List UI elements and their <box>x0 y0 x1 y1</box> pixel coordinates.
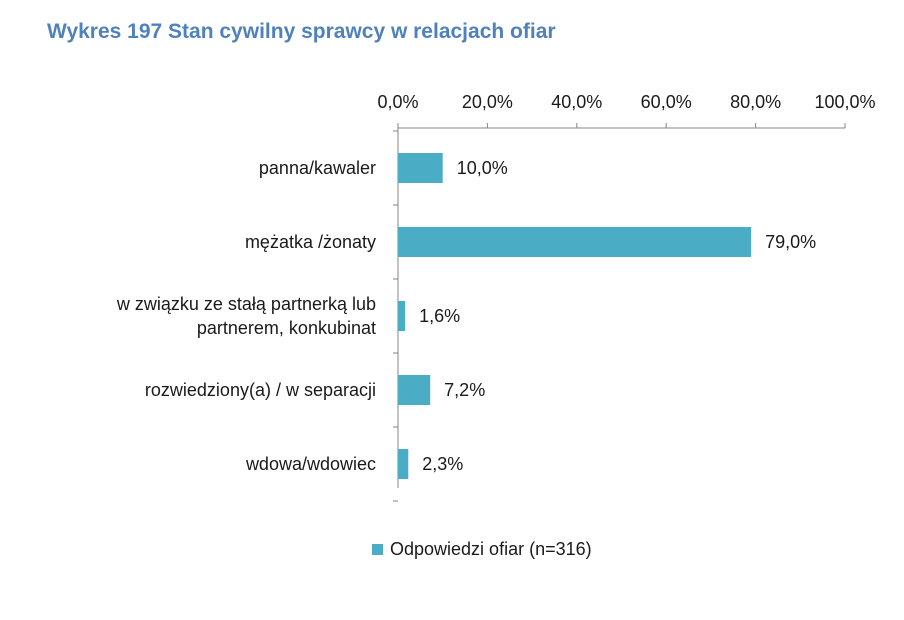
data-label: 1,6% <box>419 306 460 326</box>
category-label: w związku ze stałą partnerką lub <box>116 294 376 314</box>
data-label: 7,2% <box>444 380 485 400</box>
data-label: 2,3% <box>422 454 463 474</box>
category-label: panna/kawaler <box>259 158 376 178</box>
x-tick-label: 80,0% <box>730 92 781 112</box>
category-label: partnerem, konkubinat <box>197 318 376 338</box>
bar <box>398 449 409 479</box>
category-label: wdowa/wdowiec <box>245 454 376 474</box>
data-label: 79,0% <box>765 232 816 252</box>
legend: Odpowiedzi ofiar (n=316) <box>372 539 592 560</box>
legend-swatch <box>372 544 383 555</box>
chart-title: Wykres 197 Stan cywilny sprawcy w relacj… <box>47 20 556 43</box>
bar <box>398 301 406 331</box>
x-tick-label: 60,0% <box>641 92 692 112</box>
legend-label: Odpowiedzi ofiar (n=316) <box>390 539 592 559</box>
x-tick-label: 0,0% <box>377 92 418 112</box>
x-tick-label: 100,0% <box>814 92 875 112</box>
x-tick-label: 20,0% <box>462 92 513 112</box>
x-tick-label: 40,0% <box>551 92 602 112</box>
category-label: rozwiedziony(a) / w separacji <box>145 380 376 400</box>
bar <box>398 227 752 257</box>
bar <box>398 375 431 405</box>
data-label: 10,0% <box>457 158 508 178</box>
bar <box>398 153 443 183</box>
category-label: mężatka /żonaty <box>245 232 376 252</box>
